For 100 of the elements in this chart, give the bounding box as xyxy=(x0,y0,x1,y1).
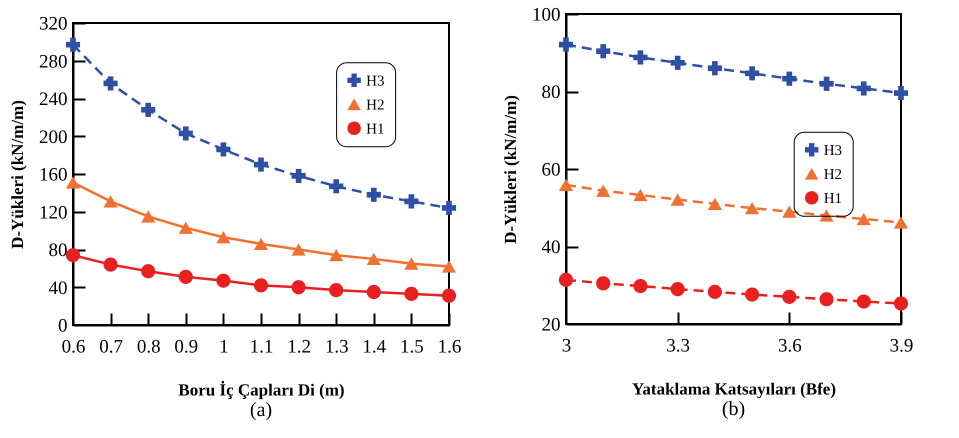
y-tick-label: 200 xyxy=(39,126,68,148)
y-tick-label: 40 xyxy=(542,237,560,258)
point xyxy=(558,178,574,192)
y-tick-label: 100 xyxy=(532,4,560,26)
point xyxy=(856,81,871,96)
y-tick-label: 80 xyxy=(48,240,68,261)
legend-label: H3 xyxy=(366,73,384,90)
legend-label: H2 xyxy=(366,97,384,114)
point xyxy=(216,142,230,157)
point xyxy=(596,276,610,290)
point xyxy=(894,296,908,311)
point xyxy=(670,56,685,70)
point xyxy=(442,288,456,303)
point xyxy=(254,238,268,250)
point xyxy=(104,195,118,208)
point xyxy=(633,50,648,64)
legend-label: H2 xyxy=(824,166,842,183)
legend-label: H1 xyxy=(366,121,384,138)
x-tick-label: 0.9 xyxy=(174,336,198,358)
y-tick-label: 60 xyxy=(542,160,560,180)
point xyxy=(104,76,118,90)
point xyxy=(782,206,796,218)
point xyxy=(894,216,908,229)
point xyxy=(745,66,760,80)
point xyxy=(708,61,722,76)
point xyxy=(633,188,648,202)
legend-label: H3 xyxy=(824,142,842,159)
point xyxy=(442,200,456,216)
y-tick-label: 240 xyxy=(39,89,68,110)
point xyxy=(366,284,381,300)
point xyxy=(745,287,760,302)
point xyxy=(819,292,834,306)
x-tick-label: 1.6 xyxy=(438,336,462,358)
y-axis-title: D-Yükleri (kN/m/m) xyxy=(8,100,27,249)
point xyxy=(782,72,796,86)
point xyxy=(856,294,871,309)
point xyxy=(216,231,230,244)
point xyxy=(141,102,156,117)
y-tick-label: 80 xyxy=(542,82,560,103)
x-tick-label: 3.6 xyxy=(778,336,802,356)
y-tick-label: 40 xyxy=(48,278,68,299)
point xyxy=(292,243,306,256)
point xyxy=(366,188,381,202)
point xyxy=(178,270,193,284)
point xyxy=(596,44,610,58)
text: (a) xyxy=(250,399,272,421)
x-tick-label: 3.9 xyxy=(890,336,914,356)
point xyxy=(708,284,722,299)
x-tick-label: 0.7 xyxy=(99,336,123,358)
point xyxy=(329,179,344,194)
x-tick-label: 1.2 xyxy=(287,336,311,358)
x-axis-title: Yataklama Katsayıları (Bfe) xyxy=(632,380,836,398)
y-tick-label: 0 xyxy=(58,316,68,336)
point xyxy=(216,274,230,288)
point xyxy=(670,193,685,206)
x-tick-label: 0.8 xyxy=(136,336,161,358)
point xyxy=(66,248,80,262)
x-tick-label: 1.4 xyxy=(362,336,387,358)
point xyxy=(894,86,908,100)
point xyxy=(782,290,796,304)
point xyxy=(856,212,871,226)
y-tick-label: 280 xyxy=(39,51,68,72)
point xyxy=(558,38,574,52)
point xyxy=(292,280,306,294)
y-tick-label: 320 xyxy=(39,14,68,34)
point xyxy=(670,282,685,296)
point xyxy=(178,126,193,140)
point xyxy=(366,252,381,266)
point xyxy=(178,222,193,234)
x-tick-label: 1 xyxy=(219,336,229,358)
x-tick-label: 1.5 xyxy=(400,336,424,358)
y-axis-title: D-Yükleri (kN/m/m) xyxy=(501,95,520,244)
x-tick-label: 0.6 xyxy=(62,336,86,358)
x-tick-label: 3.3 xyxy=(666,336,690,356)
point xyxy=(66,176,80,189)
legend-label: H1 xyxy=(824,190,842,207)
text: (b) xyxy=(722,398,746,420)
y-tick-label: 20 xyxy=(542,314,560,336)
y-tick-label: 160 xyxy=(39,164,68,186)
point xyxy=(292,168,306,183)
point xyxy=(254,278,268,292)
x-tick-label: 3 xyxy=(562,336,572,356)
y-tick-label: 120 xyxy=(39,202,68,224)
point xyxy=(329,249,344,262)
point xyxy=(442,260,456,273)
x-axis-title: Boru İç Çapları Di (m) xyxy=(178,380,345,400)
point xyxy=(745,202,760,214)
point xyxy=(141,264,156,278)
point xyxy=(104,258,118,272)
point xyxy=(404,194,418,208)
x-tick-label: 1.1 xyxy=(250,336,274,358)
point xyxy=(819,76,834,91)
point xyxy=(558,272,574,287)
point xyxy=(708,198,722,210)
point xyxy=(141,210,156,223)
point xyxy=(404,258,418,270)
point xyxy=(404,286,418,301)
point xyxy=(254,157,268,172)
point xyxy=(66,38,80,52)
x-tick-label: 1.3 xyxy=(324,336,349,358)
